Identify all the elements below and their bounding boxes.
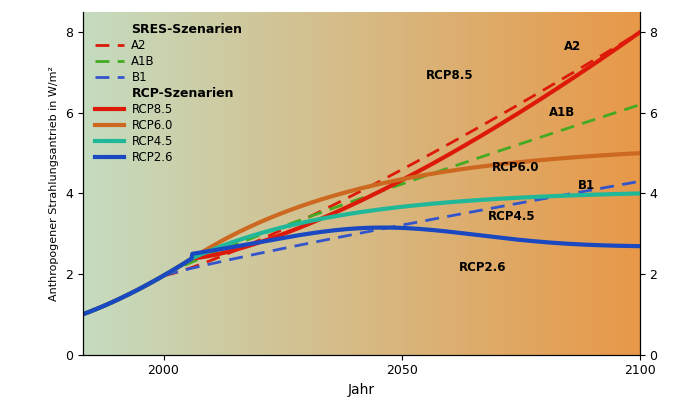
Y-axis label: Anthropogener Strahlungsantrieb in W/m²: Anthropogener Strahlungsantrieb in W/m² — [50, 66, 59, 301]
Text: RCP6.0: RCP6.0 — [492, 161, 539, 174]
Text: RCP4.5: RCP4.5 — [487, 210, 535, 222]
X-axis label: Jahr: Jahr — [347, 383, 375, 397]
Text: A2: A2 — [563, 40, 581, 53]
Legend: SRES-Szenarien, A2, A1B, B1, RCP-Szenarien, RCP8.5, RCP6.0, RCP4.5, RCP2.6: SRES-Szenarien, A2, A1B, B1, RCP-Szenari… — [92, 20, 246, 167]
Text: B1: B1 — [578, 179, 595, 192]
Text: A1B: A1B — [549, 106, 576, 119]
Text: RCP8.5: RCP8.5 — [425, 69, 473, 81]
Text: RCP2.6: RCP2.6 — [459, 261, 506, 274]
